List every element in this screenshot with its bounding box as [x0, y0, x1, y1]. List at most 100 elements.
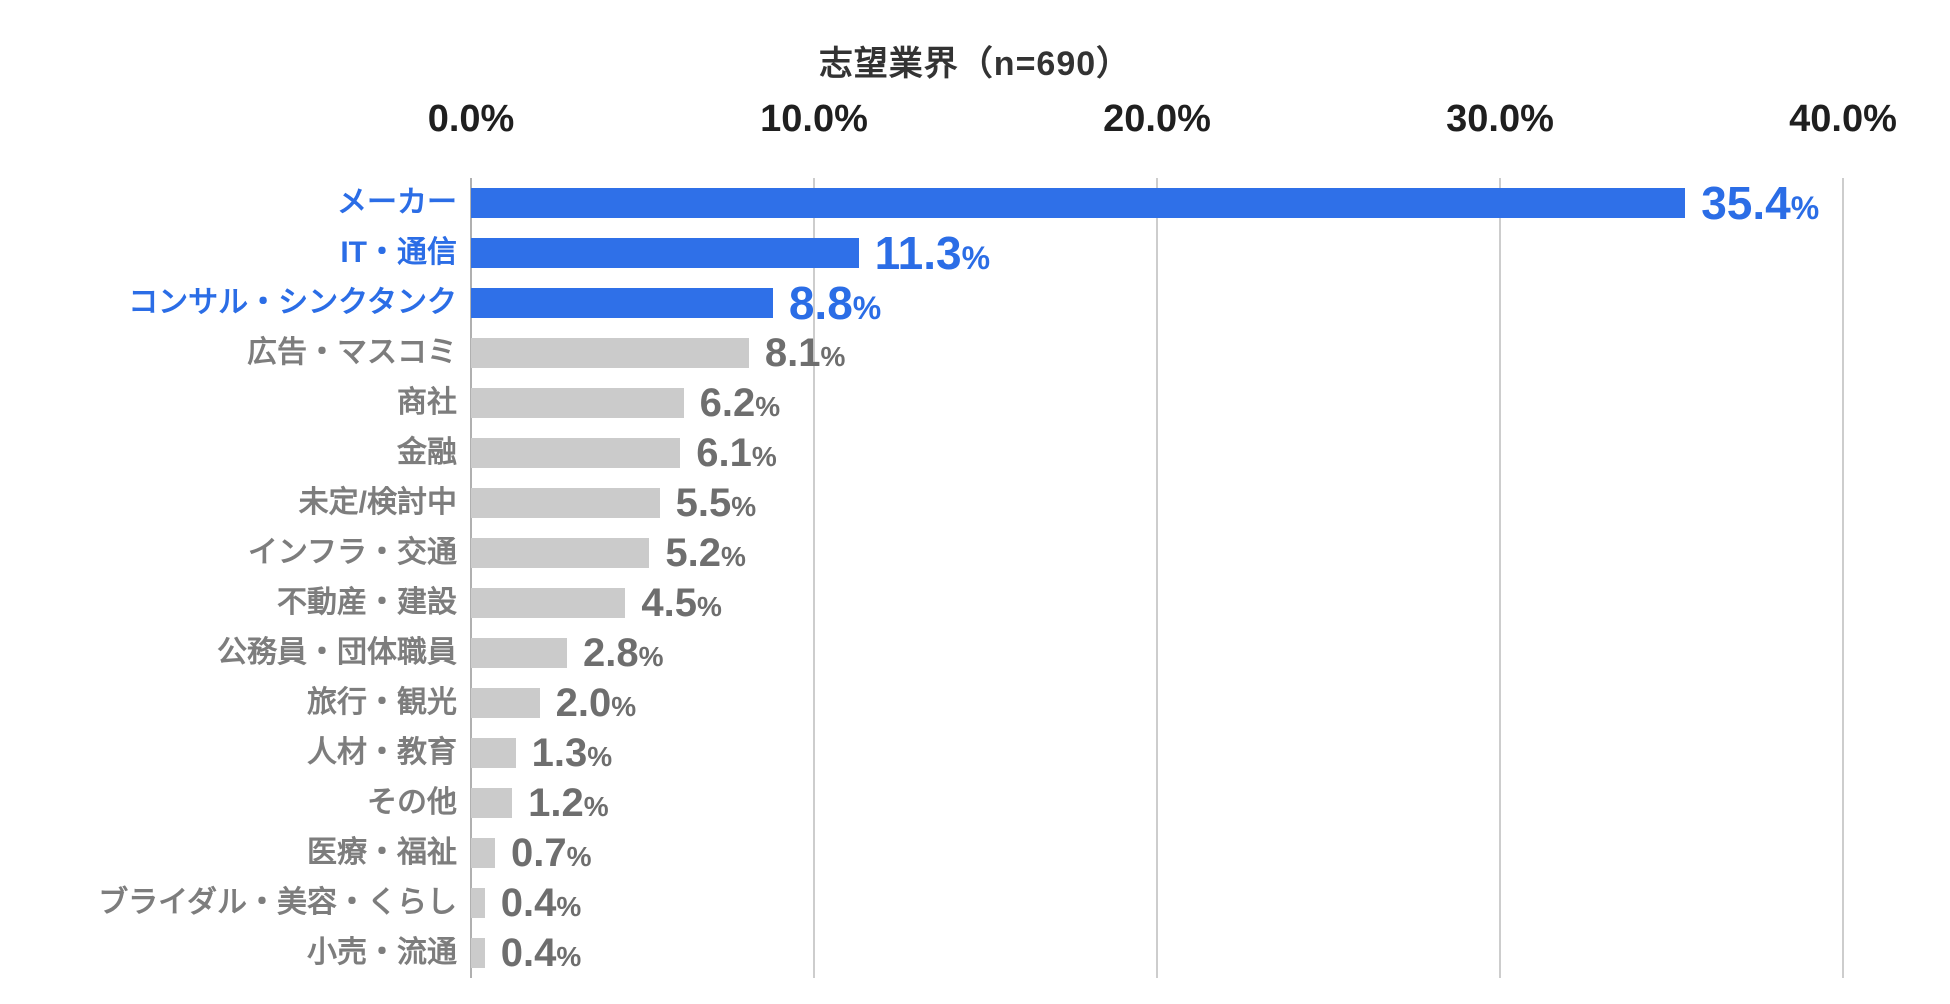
bar — [471, 538, 650, 568]
gridline — [813, 178, 815, 978]
category-label: メーカー — [337, 186, 457, 219]
bar-track: 0.4% — [471, 883, 1843, 923]
bar-row: 医療・福祉 0.7% — [0, 828, 1950, 878]
value-label: 6.2% — [700, 383, 781, 423]
value-label: 0.7% — [511, 833, 592, 873]
bar — [471, 788, 513, 818]
bar-track: 0.7% — [471, 833, 1843, 873]
x-axis-tick: 40.0% — [1789, 98, 1897, 140]
category-label: 旅行・観光 — [307, 686, 457, 719]
value-number: 0.7 — [511, 831, 567, 875]
value-percent-sign: % — [820, 341, 846, 372]
bar-row: 金融 6.1% — [0, 428, 1950, 478]
category-label: 医療・福祉 — [307, 836, 457, 869]
value-number: 1.3 — [531, 731, 588, 775]
value-number: 4.5 — [641, 581, 697, 625]
category-label: 商社 — [397, 386, 457, 419]
category-label: 広告・マスコミ — [247, 336, 457, 369]
bar — [471, 238, 859, 268]
value-percent-sign: % — [731, 491, 757, 522]
bar-track: 0.4% — [471, 933, 1843, 973]
bar-track: 8.8% — [471, 280, 1843, 326]
category-label: その他 — [367, 786, 457, 819]
value-number: 6.1 — [696, 431, 752, 475]
bar — [471, 288, 773, 318]
bar — [471, 338, 749, 368]
bar-row: 人材・教育 1.3% — [0, 728, 1950, 778]
bar-track: 5.2% — [471, 533, 1843, 573]
bar-row: 旅行・観光 2.0% — [0, 678, 1950, 728]
value-percent-sign: % — [556, 891, 582, 922]
bar — [471, 738, 516, 768]
bar-row: インフラ・交通 5.2% — [0, 528, 1950, 578]
gridlines — [470, 178, 1844, 978]
bar-row: 公務員・団体職員 2.8% — [0, 628, 1950, 678]
bar-row: ブライダル・美容・くらし 0.4% — [0, 878, 1950, 928]
category-label: 金融 — [397, 436, 457, 469]
value-label: 2.0% — [556, 683, 637, 723]
bar-track: 2.0% — [471, 683, 1843, 723]
value-number: 0.4 — [500, 881, 557, 925]
value-percent-sign: % — [1790, 190, 1820, 226]
value-label: 0.4% — [501, 933, 582, 973]
bar-row: メーカー 35.4% — [0, 178, 1950, 228]
value-number: 2.8 — [583, 631, 639, 675]
bar-track: 1.3% — [471, 733, 1843, 773]
value-number: 5.5 — [675, 481, 732, 525]
value-number: 8.1 — [764, 331, 821, 375]
category-label: 小売・流通 — [307, 936, 457, 969]
value-percent-sign: % — [961, 240, 991, 276]
bar-track: 4.5% — [471, 583, 1843, 623]
gridline — [1842, 178, 1844, 978]
value-number: 8.8 — [788, 277, 853, 329]
bar-track: 2.8% — [471, 633, 1843, 673]
value-label: 2.8% — [583, 633, 664, 673]
category-label: 未定/検討中 — [298, 486, 457, 519]
bar-track: 6.2% — [471, 383, 1843, 423]
bar-row: 小売・流通 0.4% — [0, 928, 1950, 978]
bar — [471, 888, 485, 918]
value-percent-sign: % — [587, 741, 613, 772]
value-number: 0.4 — [500, 931, 557, 975]
bar-track: 35.4% — [471, 180, 1843, 226]
value-percent-sign: % — [696, 591, 722, 622]
bar-row: 広告・マスコミ 8.1% — [0, 328, 1950, 378]
bar-track: 6.1% — [471, 433, 1843, 473]
value-label: 1.2% — [528, 783, 609, 823]
value-label: 8.1% — [765, 333, 846, 373]
chart-title: 志望業界（n=690） — [818, 45, 1132, 83]
value-number: 11.3 — [874, 227, 962, 279]
bar-row: その他 1.2% — [0, 778, 1950, 828]
bar — [471, 638, 568, 668]
category-label: コンサル・シンクタンク — [128, 286, 457, 319]
gridline — [1156, 178, 1158, 978]
x-axis-tick: 10.0% — [760, 98, 868, 140]
value-label: 11.3% — [875, 230, 990, 276]
x-axis-tick: 20.0% — [1103, 98, 1211, 140]
bar-track: 1.2% — [471, 783, 1843, 823]
bar-track: 11.3% — [471, 230, 1843, 276]
bar — [471, 688, 540, 718]
x-axis-tick: 0.0% — [427, 98, 515, 140]
value-number: 35.4 — [1701, 177, 1791, 229]
value-percent-sign: % — [720, 541, 746, 572]
value-number: 6.2 — [699, 381, 756, 425]
value-label: 1.3% — [532, 733, 613, 773]
value-number: 2.0 — [555, 681, 612, 725]
x-axis: 0.0% 10.0% 20.0% 30.0% 40.0% — [428, 98, 1897, 146]
category-label: 公務員・団体職員 — [217, 636, 457, 669]
bar — [471, 388, 684, 418]
x-axis-tick: 30.0% — [1446, 98, 1554, 140]
value-label: 35.4% — [1701, 180, 1819, 226]
value-percent-sign: % — [566, 841, 592, 872]
bar — [471, 438, 681, 468]
value-label: 5.2% — [665, 533, 746, 573]
bar-track: 8.1% — [471, 333, 1843, 373]
gridline — [1499, 178, 1501, 978]
value-label: 6.1% — [696, 433, 777, 473]
bar-row: 不動産・建設 4.5% — [0, 578, 1950, 628]
value-percent-sign: % — [638, 641, 664, 672]
category-label: IT・通信 — [340, 236, 457, 269]
bar — [471, 938, 485, 968]
